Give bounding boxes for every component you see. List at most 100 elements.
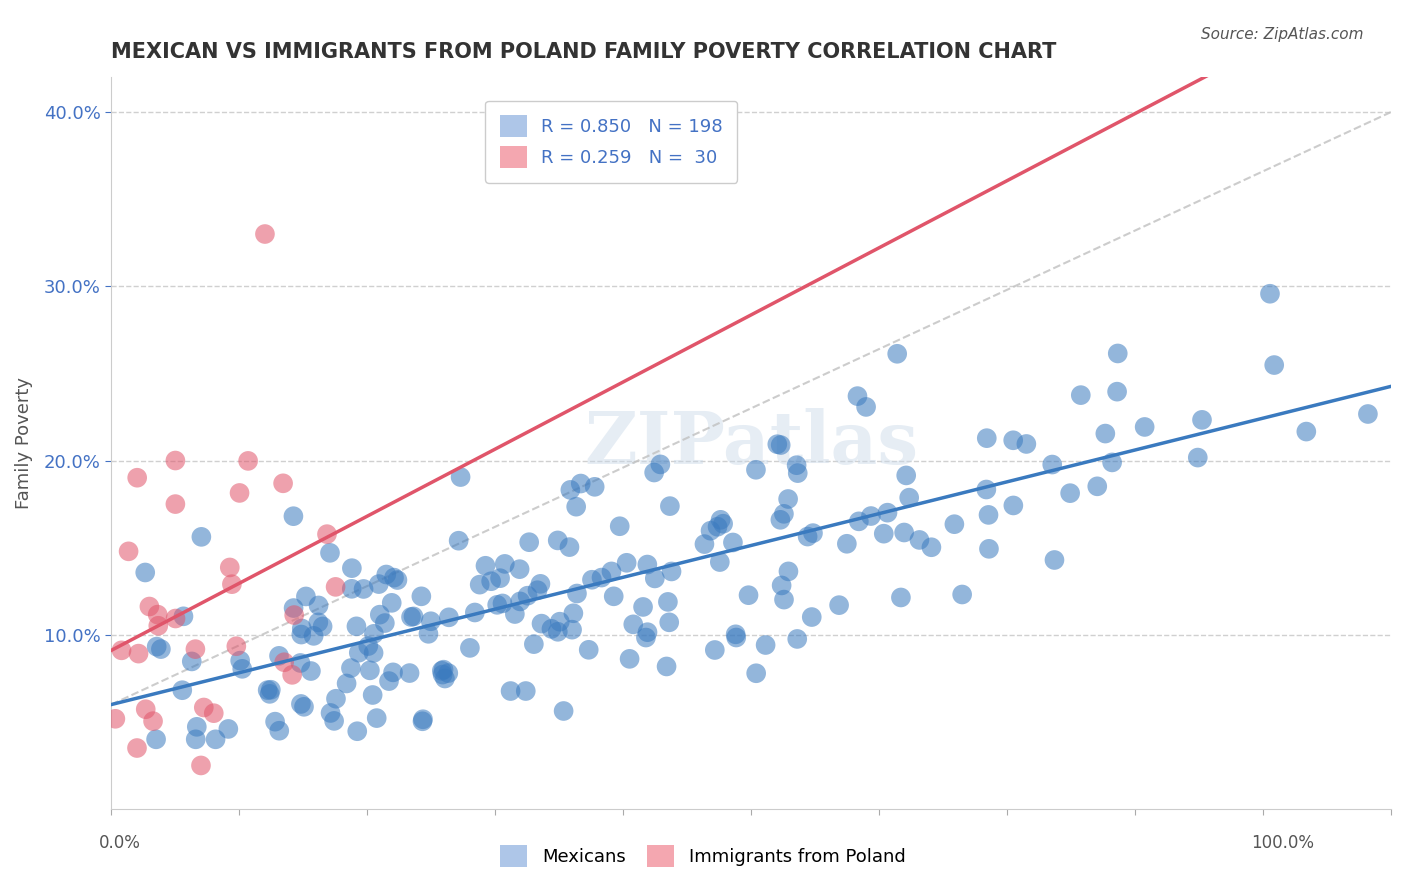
Mexicans — [479, 574, 502, 589]
Immigrants from Poland — [128, 647, 150, 661]
Mexicans — [375, 567, 398, 582]
Mexicans — [145, 640, 167, 654]
Mexicans — [766, 437, 789, 451]
Mexicans — [412, 712, 434, 726]
Mexicans — [283, 509, 305, 524]
Mexicans — [710, 513, 733, 527]
Mexicans — [523, 637, 546, 651]
Mexicans — [450, 470, 472, 484]
Mexicans — [489, 571, 512, 585]
Mexicans — [565, 500, 588, 514]
Mexicans — [411, 714, 433, 729]
Mexicans — [1002, 499, 1025, 513]
Mexicans — [581, 573, 603, 587]
Mexicans — [786, 458, 808, 473]
Mexicans — [755, 638, 778, 652]
Immigrants from Poland — [325, 580, 347, 594]
Immigrants from Poland — [283, 608, 305, 623]
Mexicans — [311, 619, 333, 633]
Mexicans — [693, 537, 716, 551]
Mexicans — [474, 558, 496, 573]
Immigrants from Poland — [165, 453, 187, 467]
Mexicans — [1107, 346, 1129, 360]
Text: MEXICAN VS IMMIGRANTS FROM POLAND FAMILY POVERTY CORRELATION CHART: MEXICAN VS IMMIGRANTS FROM POLAND FAMILY… — [111, 42, 1057, 62]
Mexicans — [290, 627, 312, 641]
Mexicans — [264, 714, 287, 729]
Mexicans — [368, 607, 391, 622]
Mexicans — [204, 732, 226, 747]
Mexicans — [186, 720, 208, 734]
Mexicans — [458, 640, 481, 655]
Mexicans — [848, 514, 870, 528]
Immigrants from Poland — [117, 544, 139, 558]
Mexicans — [699, 524, 721, 538]
Mexicans — [658, 499, 681, 513]
Mexicans — [583, 480, 606, 494]
Mexicans — [340, 582, 363, 596]
Mexicans — [1070, 388, 1092, 402]
Mexicans — [516, 589, 538, 603]
Mexicans — [976, 483, 998, 497]
Immigrants from Poland — [190, 758, 212, 772]
Mexicans — [800, 610, 823, 624]
Mexicans — [1002, 434, 1025, 448]
Mexicans — [319, 706, 342, 720]
Mexicans — [256, 683, 278, 698]
Mexicans — [725, 631, 748, 645]
Immigrants from Poland — [281, 668, 304, 682]
Mexicans — [347, 646, 370, 660]
Immigrants from Poland — [125, 741, 148, 756]
Mexicans — [890, 591, 912, 605]
Mexicans — [290, 656, 312, 670]
Mexicans — [644, 571, 666, 585]
Mexicans — [706, 520, 728, 534]
Immigrants from Poland — [273, 655, 295, 669]
Immigrants from Poland — [110, 643, 132, 657]
Mexicans — [770, 578, 793, 592]
Mexicans — [634, 631, 657, 645]
Mexicans — [336, 676, 359, 690]
Immigrants from Poland — [148, 619, 170, 633]
Mexicans — [724, 627, 747, 641]
Mexicans — [509, 562, 531, 576]
Y-axis label: Family Poverty: Family Poverty — [15, 377, 32, 509]
Mexicans — [491, 596, 513, 610]
Mexicans — [745, 666, 768, 681]
Mexicans — [437, 666, 460, 681]
Mexicans — [621, 617, 644, 632]
Mexicans — [773, 507, 796, 521]
Immigrants from Poland — [316, 527, 339, 541]
Mexicans — [709, 555, 731, 569]
Mexicans — [562, 607, 585, 621]
Mexicans — [786, 632, 808, 646]
Mexicans — [346, 724, 368, 739]
Mexicans — [1133, 420, 1156, 434]
Mexicans — [387, 573, 409, 587]
Mexicans — [609, 519, 631, 533]
Mexicans — [381, 596, 404, 610]
Mexicans — [367, 577, 389, 591]
Mexicans — [565, 586, 588, 600]
Immigrants from Poland — [165, 611, 187, 625]
Mexicans — [378, 674, 401, 689]
Mexicans — [619, 652, 641, 666]
Mexicans — [745, 463, 768, 477]
Mexicans — [361, 688, 384, 702]
Mexicans — [292, 699, 315, 714]
Immigrants from Poland — [236, 454, 259, 468]
Mexicans — [411, 590, 433, 604]
Mexicans — [515, 684, 537, 698]
Mexicans — [655, 659, 678, 673]
Mexicans — [180, 655, 202, 669]
Mexicans — [950, 587, 973, 601]
Immigrants from Poland — [165, 497, 187, 511]
Mexicans — [353, 582, 375, 596]
Mexicans — [374, 616, 396, 631]
Mexicans — [886, 347, 908, 361]
Mexicans — [530, 616, 553, 631]
Mexicans — [346, 619, 368, 633]
Mexicans — [259, 687, 281, 701]
Mexicans — [711, 516, 734, 531]
Mexicans — [636, 558, 658, 572]
Mexicans — [229, 654, 252, 668]
